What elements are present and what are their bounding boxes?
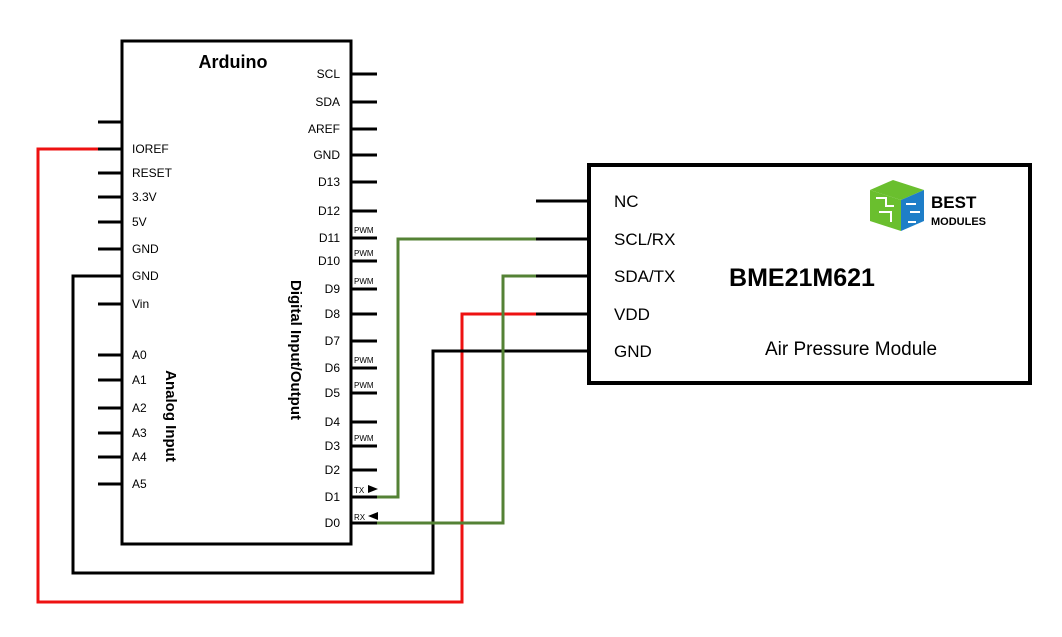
module-name: BME21M621 (729, 264, 875, 292)
pin-label-gnd: GND (132, 242, 159, 256)
pin-label-d0: D0 (325, 516, 341, 530)
pin-label-aref: AREF (308, 122, 340, 136)
pin-label-d5: D5 (325, 386, 341, 400)
analog-pins: A0 A1 A2 A3 A4 A5 (98, 348, 147, 491)
pin-label-a0: A0 (132, 348, 147, 362)
pwm-tag: PWM (354, 381, 374, 390)
arduino-board: Arduino Analog Input Digital Input/Outpu… (98, 39, 378, 546)
pin-label-d7: D7 (325, 334, 341, 348)
pin-label-reset: RESET (132, 166, 173, 180)
pwm-tag: PWM (354, 277, 374, 286)
pwm-tag: PWM (354, 226, 374, 235)
pin-label-ioref: IOREF (132, 142, 169, 156)
pin-label-gnd: GND (132, 269, 159, 283)
analog-input-label: Analog Input (162, 370, 179, 462)
pin-label-d13: D13 (318, 175, 340, 189)
pin-label-5v: 5V (132, 215, 147, 229)
wire-ioref-to-vdd (36, 147, 538, 604)
pin-label-scl: SCL (317, 67, 341, 81)
module-pins: NC SCL/RX SDA/TX VDD GND (536, 192, 675, 361)
pin-label-d1: D1 (325, 490, 341, 504)
tx-tag: TX (354, 486, 365, 495)
pin-label-d6: D6 (325, 361, 341, 375)
wire-d0-to-sdatx (372, 274, 538, 525)
module-pin-label-sda-tx: SDA/TX (614, 267, 675, 286)
bme-module: NC SCL/RX SDA/TX VDD GND BME21M621 Air Press… (536, 163, 1032, 385)
tx-arrow-icon (368, 485, 378, 493)
logo-cube-icon (870, 180, 924, 231)
pin-label-d4: D4 (325, 415, 341, 429)
module-description: Air Pressure Module (765, 339, 937, 360)
arduino-outline (120, 39, 353, 546)
pin-label-a5: A5 (132, 477, 147, 491)
pin-label-d11: D11 (319, 231, 340, 245)
module-outline (587, 163, 1032, 385)
pin-label-d12: D12 (318, 204, 340, 218)
pin-label-d3: D3 (325, 439, 341, 453)
pin-label-a4: A4 (132, 450, 147, 464)
module-pin-label-vdd: VDD (614, 305, 650, 324)
pin-label-d8: D8 (325, 307, 341, 321)
pin-label-d2: D2 (325, 463, 341, 477)
pwm-tag: PWM (354, 249, 374, 258)
pin-label-3-3v: 3.3V (132, 190, 157, 204)
pin-label-vin: Vin (132, 297, 149, 311)
module-pin-label-nc: NC (614, 192, 639, 211)
wires (36, 147, 538, 604)
pin-label-sda: SDA (315, 95, 340, 109)
pin-label-d10: D10 (318, 254, 340, 268)
pin-label-gnd: GND (313, 148, 340, 162)
pin-label-a1: A1 (132, 373, 147, 387)
pin-label-d9: D9 (325, 282, 341, 296)
logo-best-text: BEST (931, 193, 977, 212)
module-pin-label-gnd: GND (614, 342, 652, 361)
wire-gnd-to-gnd (71, 274, 538, 575)
arduino-title: Arduino (199, 52, 268, 72)
right-pins: SCL SDA AREF GND D13 D12 D11 PWM D10 PWM D9 PWM D8 D7… (308, 67, 378, 530)
digital-io-label: Digital Input/Output (287, 280, 304, 420)
pin-label-a2: A2 (132, 401, 147, 415)
pwm-tag: PWM (354, 434, 374, 443)
module-pin-label-scl-rx: SCL/RX (614, 230, 675, 249)
rx-arrow-icon (368, 512, 378, 520)
best-modules-logo: BEST MODULES (870, 180, 986, 231)
wire-d1-to-sclrx (372, 237, 538, 499)
left-pins: IOREF RESET 3.3V 5V GND GND Vin (98, 120, 173, 311)
pin-label-a3: A3 (132, 426, 147, 440)
pwm-tag: PWM (354, 356, 374, 365)
logo-modules-text: MODULES (931, 216, 986, 228)
rx-tag: RX (354, 513, 366, 522)
